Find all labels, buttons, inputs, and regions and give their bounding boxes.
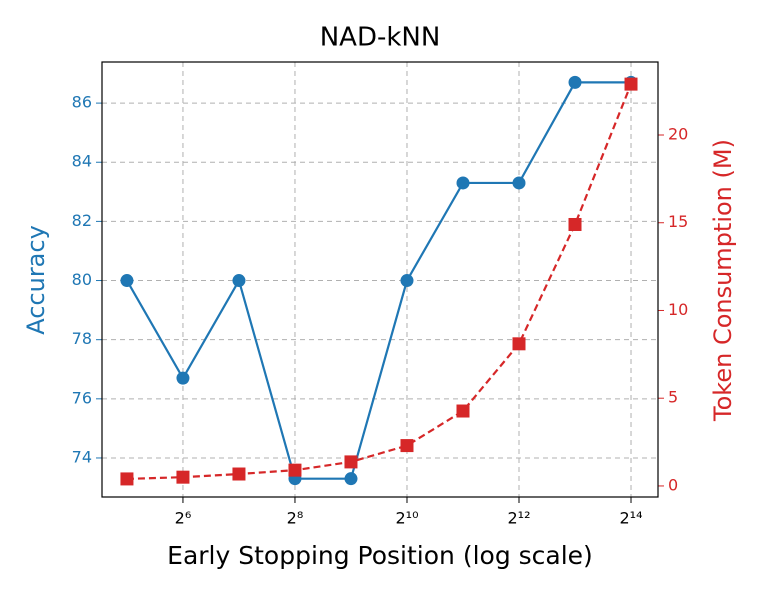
y-tick-label: 82 xyxy=(72,211,92,230)
y-tick-label: 80 xyxy=(72,270,92,289)
y2-axis-label: Token Consumption (M) xyxy=(709,139,737,422)
point xyxy=(288,463,302,477)
y-tick-label: 74 xyxy=(72,447,92,466)
y2-tick-label: 15 xyxy=(668,212,688,231)
point xyxy=(456,404,470,418)
y2-tick-label: 5 xyxy=(668,388,678,407)
point xyxy=(120,274,134,288)
point xyxy=(456,176,470,190)
y2-tick-label: 10 xyxy=(668,300,688,319)
series-line xyxy=(125,81,632,480)
x-tick-label: 2¹⁰ xyxy=(395,509,418,528)
y-tick-label: 78 xyxy=(72,329,92,348)
point xyxy=(512,176,526,190)
y-tick-label: 84 xyxy=(72,152,92,171)
point xyxy=(512,337,526,351)
chart-title: NAD-kNN xyxy=(320,23,441,53)
point xyxy=(400,439,414,453)
point xyxy=(344,472,358,486)
point xyxy=(400,274,414,288)
point xyxy=(568,217,582,231)
x-tick-label: 2¹⁴ xyxy=(620,509,643,528)
point xyxy=(344,455,358,469)
y2-tick-label: 0 xyxy=(668,475,678,494)
point xyxy=(176,470,190,484)
point xyxy=(120,472,134,486)
point xyxy=(176,371,190,385)
point xyxy=(568,75,582,89)
y2-tick-label: 20 xyxy=(668,124,688,143)
y-axis-label: Accuracy xyxy=(22,225,50,335)
point xyxy=(232,467,246,481)
point xyxy=(624,77,638,91)
x-tick-label: 2⁶ xyxy=(175,509,192,528)
point xyxy=(232,274,246,288)
x-axis-label: Early Stopping Position (log scale) xyxy=(167,541,593,570)
plot-frame xyxy=(101,61,659,498)
y-tick-label: 86 xyxy=(72,93,92,112)
series-line xyxy=(126,83,633,481)
y-tick-label: 76 xyxy=(72,388,92,407)
x-tick-label: 2¹² xyxy=(507,509,530,528)
x-tick-label: 2⁸ xyxy=(287,509,304,528)
